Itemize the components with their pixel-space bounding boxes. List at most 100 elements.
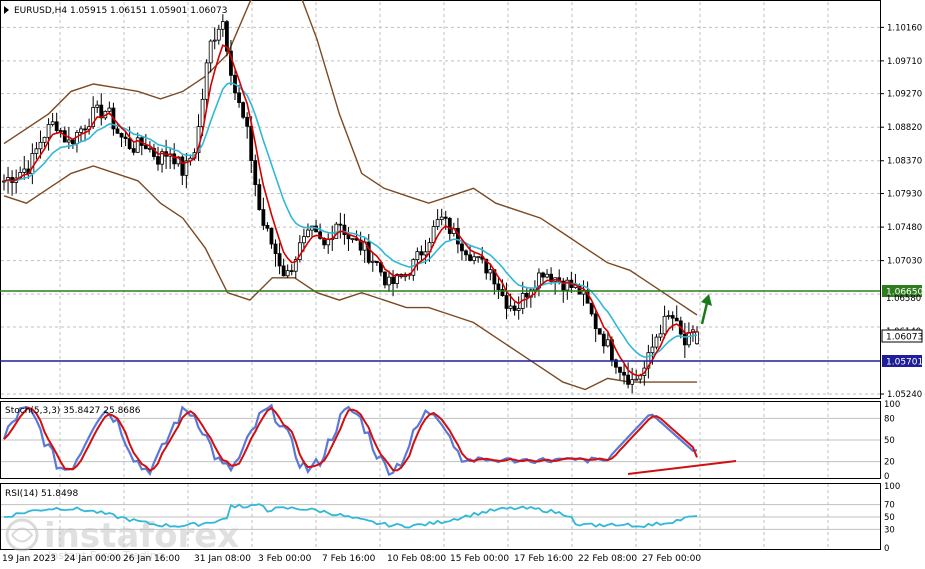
candle-body — [326, 238, 331, 246]
candle-body — [541, 272, 545, 278]
y-tick-label-5: 1.07930 — [887, 190, 922, 200]
candle-body — [156, 156, 160, 165]
candle-body — [350, 238, 355, 241]
candle-body — [439, 216, 444, 220]
candle-body — [387, 276, 391, 286]
y-tick-label-10: 1.05240 — [887, 390, 922, 400]
candle-body — [654, 336, 659, 348]
candle-body — [143, 145, 148, 150]
candle-body — [220, 21, 225, 30]
candle-body — [147, 147, 152, 150]
candle-body — [370, 260, 375, 263]
stoch-divergence-line — [627, 460, 737, 475]
candle-body — [423, 251, 428, 256]
stoch-header: Stoch(5,3,3) 35.8427 25.8686 — [5, 406, 141, 416]
candle-body — [224, 21, 229, 52]
candle-body — [66, 139, 71, 143]
candle-body — [83, 128, 87, 131]
rsi-axis-label-2: 50 — [884, 513, 895, 523]
candle-body — [524, 292, 529, 298]
rsi-levels — [1, 504, 880, 530]
candle-body — [216, 28, 221, 41]
x-axis-label-10: 27 Feb 00:00 — [642, 554, 701, 564]
candle-body — [366, 241, 371, 263]
candle-body — [695, 331, 699, 345]
candle-body — [22, 168, 27, 173]
y-tick-label-4: 1.08370 — [887, 157, 922, 167]
candle-body — [614, 359, 618, 368]
candle-body — [561, 280, 566, 291]
candle-body — [184, 160, 189, 176]
rsi-axis-label-4: 0 — [884, 544, 889, 554]
x-axis-label-4: 3 Feb 00:00 — [258, 554, 312, 564]
candle-body — [472, 256, 477, 261]
candle-body — [605, 339, 610, 347]
candle-body — [318, 231, 323, 239]
candle-body — [46, 124, 51, 138]
candle-body — [301, 236, 306, 244]
candle-body — [42, 136, 47, 143]
candle-body — [476, 256, 481, 259]
candle-body — [257, 184, 262, 210]
y-tick-label-6: 1.07480 — [887, 223, 922, 233]
main-y-axis: 1.10160 1.09710 1.09270 1.08820 1.08370 1.079… — [880, 23, 922, 400]
candle-body — [54, 121, 59, 131]
candle-body — [630, 379, 635, 385]
rsi-pane-frame — [0, 483, 881, 550]
candle-body — [593, 313, 598, 330]
main-header: EURUSD,H4 1.05915 1.06151 1.05901 1.0607… — [4, 6, 227, 16]
candle-body — [285, 270, 290, 277]
candle-body — [512, 305, 517, 311]
candle-body — [204, 62, 209, 100]
up-arrow-icon — [700, 294, 712, 325]
bollinger-bands — [3, 0, 698, 391]
candle-body — [383, 271, 387, 286]
candle-body — [58, 130, 63, 132]
candle-body — [650, 346, 655, 354]
x-axis-label-1: 24 Jan 00:00 — [64, 554, 121, 564]
candle-body — [358, 239, 363, 251]
candle-body — [261, 209, 266, 226]
candle-body — [306, 229, 310, 237]
current-price-label: 1.06073 — [881, 329, 923, 343]
candle-body — [464, 250, 468, 256]
x-axis-label-7: 15 Feb 00:00 — [450, 554, 509, 564]
candle-body — [658, 333, 663, 338]
pane-frames — [0, 0, 881, 550]
stoch-lines — [2, 403, 698, 477]
moving-averages — [3, 44, 698, 377]
rsi-axis-label-0: 100 — [884, 482, 900, 492]
candle-body — [618, 366, 622, 373]
rsi-axis-label-1: 70 — [884, 501, 895, 511]
candle-body — [79, 128, 83, 133]
x-axis-label-6: 10 Feb 08:00 — [387, 554, 446, 564]
candle-body — [682, 333, 687, 346]
candle-body — [107, 107, 112, 112]
x-axis-label-8: 17 Feb 16:00 — [514, 554, 573, 564]
candle-body — [662, 315, 667, 335]
candle-body — [488, 269, 493, 274]
rsi-axis-label-3: 30 — [884, 525, 895, 535]
y-tick-label-3: 1.08820 — [887, 123, 922, 133]
candle-body — [686, 332, 691, 346]
stoch-axis-label-1: 80 — [884, 414, 895, 424]
candle-body — [666, 315, 671, 317]
candle-body — [115, 128, 120, 134]
candle-body — [212, 39, 217, 42]
candle-body — [443, 216, 448, 219]
candle-body — [127, 138, 132, 149]
candle-body — [338, 223, 343, 226]
candle-body — [95, 104, 100, 108]
stoch-axis-label-0: 100 — [884, 400, 900, 410]
bollinger-upper-line — [3, 0, 698, 316]
candle-body — [245, 116, 250, 127]
candle-body — [496, 283, 501, 291]
y-tick-label-0: 1.10160 — [887, 23, 922, 33]
candle-body — [123, 136, 128, 140]
hidden-tick-label-1: 1.06580 — [886, 294, 921, 304]
ema-fast-line — [3, 44, 697, 377]
candle-body — [545, 273, 549, 278]
svg-text:1.06073: 1.06073 — [886, 333, 923, 343]
candle-body — [460, 243, 464, 252]
